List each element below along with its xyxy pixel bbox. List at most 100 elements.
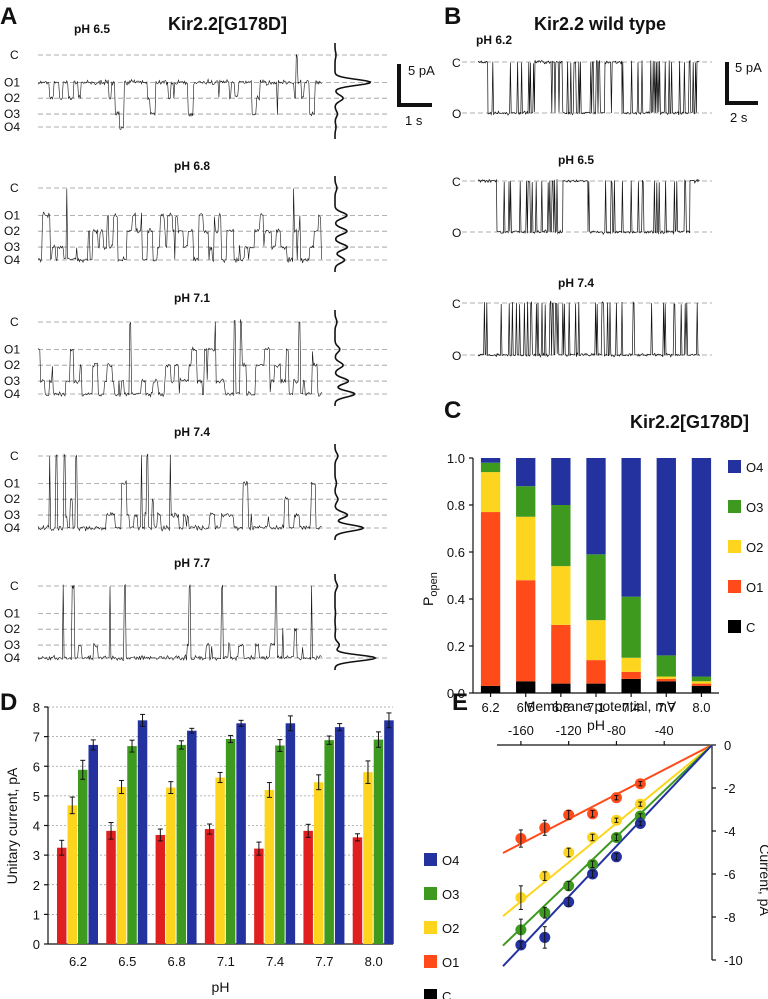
amplitude-histogram [334,574,378,670]
panel-letter-d: D [0,689,17,716]
bar-o2 [264,789,275,944]
panel-letter-b: B [444,3,461,30]
bar-segment-o2 [516,516,536,581]
bar-segment-c [656,681,676,693]
x-tick-label: 8.0 [692,700,710,715]
y-axis-label: Popen [420,572,440,606]
amplitude-histogram [334,444,365,540]
current-trace [37,319,322,398]
y-tick-label: 0.2 [447,639,465,654]
bar-o1 [155,834,166,944]
legend-label-o1: O1 [746,580,763,595]
current-trace [477,178,700,235]
panel-letter-a: A [0,3,17,30]
scale-bar-b: 5 pA 2 s [725,60,762,125]
level-label: C [10,48,19,62]
bar-segment-o3 [480,462,501,473]
bar-segment-o2 [586,620,606,661]
level-label: O4 [4,521,20,535]
bar-segment-o3 [516,486,536,517]
x-tick-label: -80 [607,723,626,738]
bar-o4 [236,723,246,944]
y-axis-label-main: P [420,597,436,606]
bar-segment-o4 [480,458,501,463]
bar-segment-o4 [621,458,641,597]
level-label: O3 [4,638,20,652]
legend-swatch-c [424,989,437,999]
legend-label-o4: O4 [442,853,459,868]
panel-a-title: Kir2.2[G178D] [168,14,287,34]
bar-segment-o3 [656,655,676,677]
current-trace [37,584,322,662]
bar-o2 [116,786,127,944]
legend-label-o1: O1 [442,955,459,970]
level-label: C [10,579,19,593]
level-label: O4 [4,120,20,134]
bar-o3 [275,745,285,944]
legend-label-c: C [746,620,755,635]
trace-b-ph-label: pH 6.2 [476,33,512,47]
x-axis-label: pH [212,979,230,995]
trace-a-ph-label: pH 7.1 [174,291,210,305]
bar-segment-c [586,683,606,693]
scale-bar-b-time: 2 s [730,110,748,125]
legend-c: O4 O3 O2 O1 C [728,460,763,635]
x-tick-label: 8.0 [365,954,383,969]
amplitude-histogram [334,43,372,139]
x-tick-label: 7.4 [622,700,640,715]
level-label: O4 [4,387,20,401]
level-label: O3 [4,107,20,121]
bar-o2 [67,805,77,944]
bar-segment-o2 [656,676,676,679]
legend-swatch-o1 [424,955,437,968]
current-trace [37,54,322,130]
legend-label-o2: O2 [746,540,763,555]
bar-o4 [88,744,98,944]
y-tick-label: 0.6 [447,545,465,560]
bar-segment-c [551,683,571,693]
legend-d: O4 O3 O2 O1 C [424,853,459,999]
trace-a-ph-label: pH 6.5 [74,22,110,36]
bar-o2 [166,787,176,944]
bar-segment-c [691,685,712,693]
level-label: O2 [4,91,20,105]
x-tick-label: 7.7 [315,954,333,969]
bar-o2 [313,782,324,944]
bar-segment-o1 [656,678,676,682]
bar-o4 [137,720,148,944]
x-tick-label: 6.2 [69,954,87,969]
y-tick-label: 2 [33,878,40,893]
bar-o1 [57,847,67,944]
legend-label-o4: O4 [746,460,763,475]
y-tick-label: 0.0 [447,686,465,701]
x-tick-label: 7.1 [587,700,605,715]
level-label: O4 [4,253,20,267]
y-tick-label: 5 [33,789,40,804]
y-tick-label: 6 [33,759,40,774]
level-label: O3 [4,240,20,254]
bar-o3 [373,739,384,944]
level-label: C [452,56,461,70]
y-tick-label: 0 [724,738,731,753]
level-label: O2 [4,224,20,238]
x-tick-label: 7.4 [266,954,284,969]
panel-d: D 0 1 2 3 4 5 6 7 8 6.2 6.5 6.8 7.1 7.4 7.7 8.0 pH Unitar… [0,689,459,999]
y-tick-label: 4 [33,819,40,834]
legend-swatch-o4 [728,460,741,473]
level-label: O1 [4,75,20,89]
x-tick-label: -40 [655,723,674,738]
trace-b-ph-label: pH 6.5 [558,153,594,167]
y-tick-label: 0 [33,937,40,952]
y-tick-label: -6 [724,867,736,882]
current-trace [37,453,322,532]
bar-segment-o1 [691,683,712,686]
level-label: O2 [4,358,20,372]
current-trace [477,300,700,358]
legend-swatch-o2 [424,921,437,934]
panel-letter-c: C [444,397,461,424]
level-label: C [10,315,19,329]
bar-o1 [254,848,264,944]
